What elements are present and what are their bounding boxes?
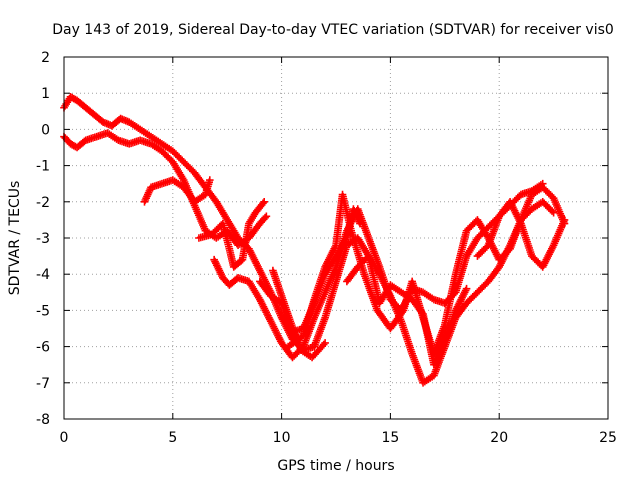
chart-title: Day 143 of 2019, Sidereal Day-to-day VTE… [52, 22, 614, 38]
data-point [321, 339, 329, 347]
x-tick-label: 10 [273, 430, 291, 446]
y-tick-label: -5 [36, 303, 50, 319]
x-tick-label: 5 [168, 430, 177, 446]
series-track-7 [473, 198, 569, 271]
plot-frame [63, 56, 609, 420]
x-tick-label: 25 [599, 430, 617, 446]
y-tick-label: -4 [36, 267, 50, 283]
series-track-3 [140, 176, 214, 206]
x-tick-label: 15 [381, 430, 399, 446]
y-tick-label: -1 [36, 159, 50, 175]
y-tick-label: 1 [41, 86, 50, 102]
data-points [60, 93, 569, 387]
y-tick-label: -2 [36, 195, 50, 211]
data-point [549, 208, 558, 217]
y-tick-label: -6 [36, 340, 50, 356]
y-axis-label: SDTVAR / TECUs [7, 181, 23, 296]
data-point [260, 198, 268, 206]
data-point [205, 176, 214, 184]
x-tick-label: 0 [60, 430, 69, 446]
x-tick-label: 20 [490, 430, 508, 446]
data-point [262, 212, 271, 221]
series-track-8 [343, 252, 471, 369]
y-tick-label: -3 [36, 231, 50, 247]
series-track-4 [195, 198, 268, 271]
data-point [560, 216, 569, 224]
data-point [356, 219, 364, 228]
data-point [538, 179, 547, 188]
y-tick-label: 0 [41, 122, 50, 138]
series-track-10 [269, 266, 329, 362]
y-tick-label: 2 [41, 50, 50, 66]
data-point [462, 284, 471, 293]
y-tick-label: -7 [36, 376, 50, 392]
x-axis-label: GPS time / hours [277, 458, 394, 474]
y-tick-label: -8 [36, 412, 50, 428]
